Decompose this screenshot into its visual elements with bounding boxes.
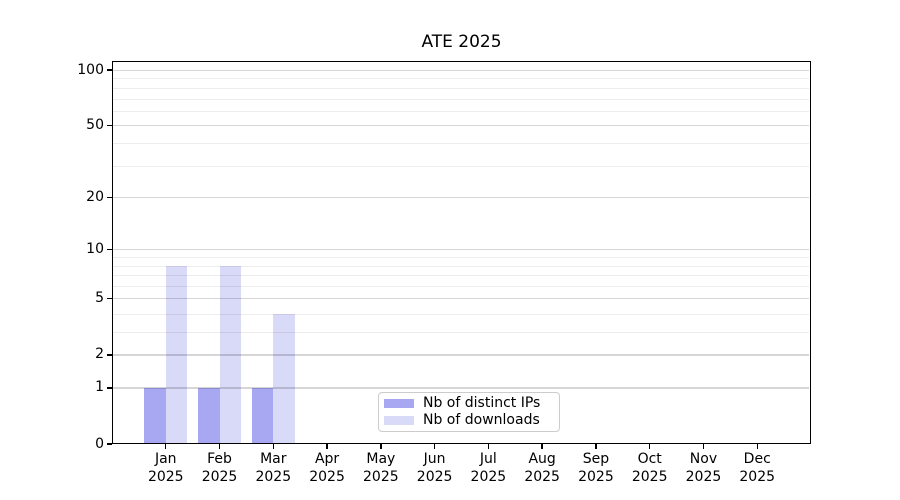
bar-distinct-ips-feb [198, 387, 220, 444]
minor-gridline [113, 165, 809, 167]
x-tick-label: Sep 2025 [578, 451, 614, 485]
x-tick-label: Mar 2025 [255, 451, 292, 485]
x-tick [165, 444, 167, 449]
legend-label-downloads: Nb of downloads [423, 412, 540, 428]
x-tick-label: Feb 2025 [201, 451, 238, 485]
x-tick-label: Jan 2025 [147, 451, 184, 485]
minor-gridline [113, 313, 809, 315]
x-tick-label: Jun 2025 [416, 451, 453, 485]
minor-gridline [113, 257, 809, 259]
legend-swatch-downloads-icon [384, 416, 414, 425]
x-tick-label: May 2025 [363, 451, 399, 485]
major-gridline [113, 249, 809, 251]
bar-downloads-mar [273, 313, 295, 444]
y-tick-label: 50 [86, 116, 104, 133]
y-tick [107, 124, 112, 127]
bar-distinct-ips-jan [144, 387, 166, 444]
y-tick-label: 100 [77, 61, 104, 78]
x-tick [487, 444, 490, 449]
minor-gridline [113, 98, 809, 100]
minor-gridline [113, 78, 809, 80]
major-gridline [113, 124, 809, 127]
legend-swatch-distinct-ips-icon [384, 399, 414, 408]
minor-gridline [113, 265, 809, 267]
x-tick [648, 444, 651, 449]
y-tick-label: 0 [95, 435, 104, 452]
legend-label-distinct-ips: Nb of distinct IPs [423, 395, 541, 411]
y-tick [107, 387, 112, 389]
minor-gridline [113, 110, 809, 112]
y-tick [107, 298, 112, 300]
x-tick [218, 444, 221, 449]
x-tick [702, 444, 705, 449]
y-tick [107, 443, 112, 445]
y-tick [107, 248, 112, 251]
y-tick-label: 2 [95, 346, 104, 363]
legend-item-downloads: Nb of downloads [384, 412, 553, 429]
bar-downloads-jan [165, 265, 188, 444]
major-gridline [113, 69, 809, 71]
minor-gridline [113, 87, 809, 89]
major-gridline [113, 387, 809, 389]
x-tick-label: Aug 2025 [524, 451, 560, 485]
major-gridline [113, 354, 809, 356]
bar-distinct-ips-mar [251, 387, 274, 444]
x-tick-label: Nov 2025 [685, 451, 722, 485]
x-tick [326, 444, 328, 449]
x-tick [433, 444, 436, 449]
major-gridline [113, 196, 809, 198]
x-tick-label: Oct 2025 [631, 451, 668, 485]
bar-downloads-feb [219, 265, 242, 444]
x-tick-label: Dec 2025 [739, 451, 776, 485]
x-tick [272, 444, 274, 449]
x-tick [380, 444, 382, 449]
minor-gridline [113, 275, 809, 277]
y-tick-label: 20 [86, 188, 104, 205]
chart-title: ATE 2025 [421, 32, 502, 52]
y-tick [107, 69, 112, 71]
y-tick-label: 1 [95, 379, 104, 396]
x-tick-label: Apr 2025 [309, 451, 345, 485]
minor-gridline [113, 143, 809, 145]
x-tick [541, 444, 543, 449]
y-tick [107, 196, 112, 198]
minor-gridline [113, 331, 809, 333]
minor-gridline [113, 286, 809, 288]
y-tick [107, 354, 112, 356]
x-tick [595, 444, 597, 449]
y-tick-label: 5 [95, 290, 104, 307]
legend: Nb of distinct IPs Nb of downloads [378, 392, 560, 432]
y-tick-label: 10 [86, 241, 104, 258]
major-gridline [113, 298, 809, 300]
x-tick [756, 444, 758, 449]
x-tick-label: Jul 2025 [470, 451, 507, 485]
legend-item-distinct-ips: Nb of distinct IPs [384, 395, 553, 412]
